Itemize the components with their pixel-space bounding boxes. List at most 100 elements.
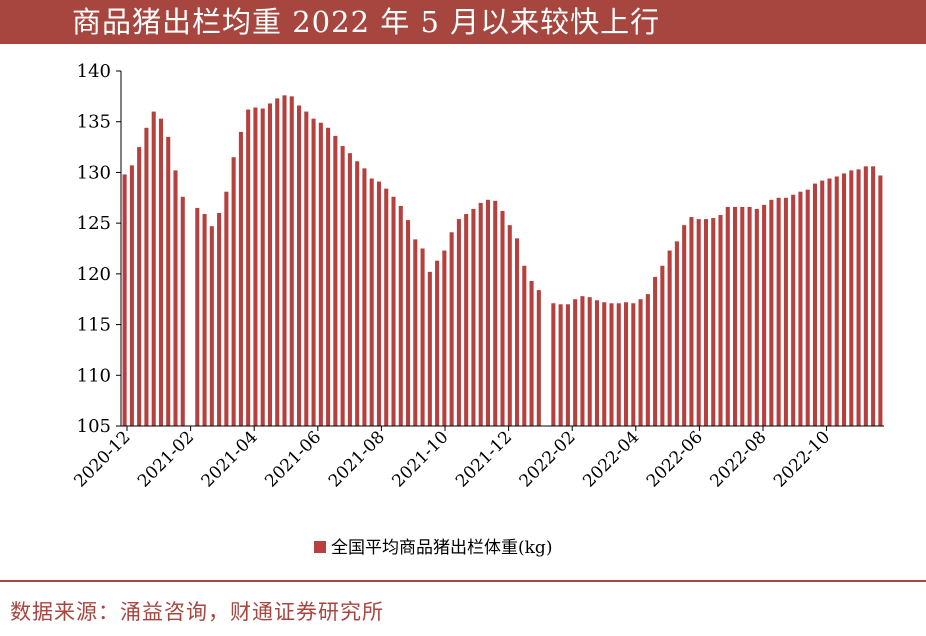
bar (311, 118, 316, 427)
bar (391, 196, 396, 426)
bar (217, 213, 222, 426)
x-tick-label: 2021-06 (261, 427, 325, 491)
bar (660, 265, 665, 426)
legend: 全国平均商品猪出栏体重(kg) (314, 538, 552, 558)
x-tick-label: 2021-08 (325, 427, 389, 491)
bar (776, 197, 781, 426)
bar (849, 170, 854, 426)
bar (827, 178, 832, 426)
bar (442, 250, 447, 426)
bar (464, 214, 469, 426)
bar (522, 265, 527, 426)
bar (609, 303, 614, 426)
bar (798, 191, 803, 426)
bar (493, 200, 498, 426)
bar (718, 215, 723, 426)
bar (398, 205, 403, 426)
bar (347, 153, 352, 426)
x-tick-label: 2021-02 (134, 427, 198, 491)
bar (260, 108, 265, 426)
bar (573, 299, 578, 426)
bar (340, 146, 345, 426)
legend-label: 全国平均商品猪出栏体重(kg) (331, 538, 552, 558)
bar (202, 214, 207, 426)
bar (449, 232, 454, 426)
bar (406, 220, 411, 426)
bar (173, 170, 178, 426)
bar (871, 166, 876, 426)
bar (703, 219, 708, 426)
bar (158, 118, 163, 427)
bar (384, 188, 389, 426)
bar (369, 178, 374, 426)
bar (820, 180, 825, 426)
bar (355, 161, 360, 426)
bar (812, 183, 817, 426)
bar (435, 260, 440, 426)
bar (616, 303, 621, 426)
bar (122, 174, 127, 426)
bar (246, 109, 251, 426)
x-tick-label: 2022-10 (770, 427, 834, 491)
bar (195, 207, 200, 426)
bar (791, 194, 796, 426)
bar (456, 219, 461, 426)
bar (631, 303, 636, 426)
bar (500, 210, 505, 426)
bar (558, 304, 563, 426)
bar (289, 96, 294, 427)
x-tick-label: 2022-04 (579, 427, 643, 491)
source-note: 数据来源：涌益咨询，财通证券研究所 (10, 600, 384, 624)
bar (275, 98, 280, 426)
bar (762, 204, 767, 426)
bar (551, 303, 556, 426)
bar (376, 181, 381, 426)
x-tick-label: 2022-02 (516, 427, 580, 491)
bar (653, 276, 658, 426)
bar (602, 302, 607, 426)
x-tick-label: 2021-04 (198, 427, 262, 491)
y-tick-label: 125 (77, 213, 111, 234)
bar (478, 202, 483, 426)
bar (144, 127, 149, 427)
bar (580, 296, 585, 426)
bar (733, 206, 738, 426)
bar (682, 225, 687, 426)
bar (151, 111, 156, 426)
bar (834, 176, 839, 426)
bar (413, 239, 418, 426)
y-tick-label: 105 (77, 416, 111, 437)
y-tick-label: 115 (77, 315, 111, 336)
bar (754, 208, 759, 426)
bar (674, 241, 679, 426)
x-tick-label: 2020-12 (70, 427, 134, 491)
x-tick-label: 2021-10 (388, 427, 452, 491)
bar (420, 248, 425, 426)
bar (565, 304, 570, 426)
bar (863, 166, 868, 426)
bar (805, 189, 810, 426)
chart-title: 商品猪出栏均重 2022 年 5 月以来较快上行 (72, 5, 661, 39)
bar (529, 280, 534, 426)
bar (238, 131, 243, 427)
bar (231, 157, 236, 426)
bar (587, 297, 592, 426)
bar (769, 199, 774, 426)
bar (507, 225, 512, 426)
y-tick-label: 110 (77, 365, 111, 386)
bar (471, 208, 476, 426)
bar (129, 165, 134, 426)
footer-divider (0, 580, 926, 582)
bar (267, 103, 272, 427)
bars-layer (122, 95, 883, 427)
bar (209, 226, 214, 426)
bar (740, 206, 745, 426)
bar (696, 219, 701, 426)
bar (180, 196, 185, 426)
bar (137, 147, 142, 426)
title-bar (0, 0, 926, 44)
bar (594, 300, 599, 426)
y-tick-label: 135 (77, 112, 111, 133)
y-tick-label: 140 (77, 61, 111, 82)
